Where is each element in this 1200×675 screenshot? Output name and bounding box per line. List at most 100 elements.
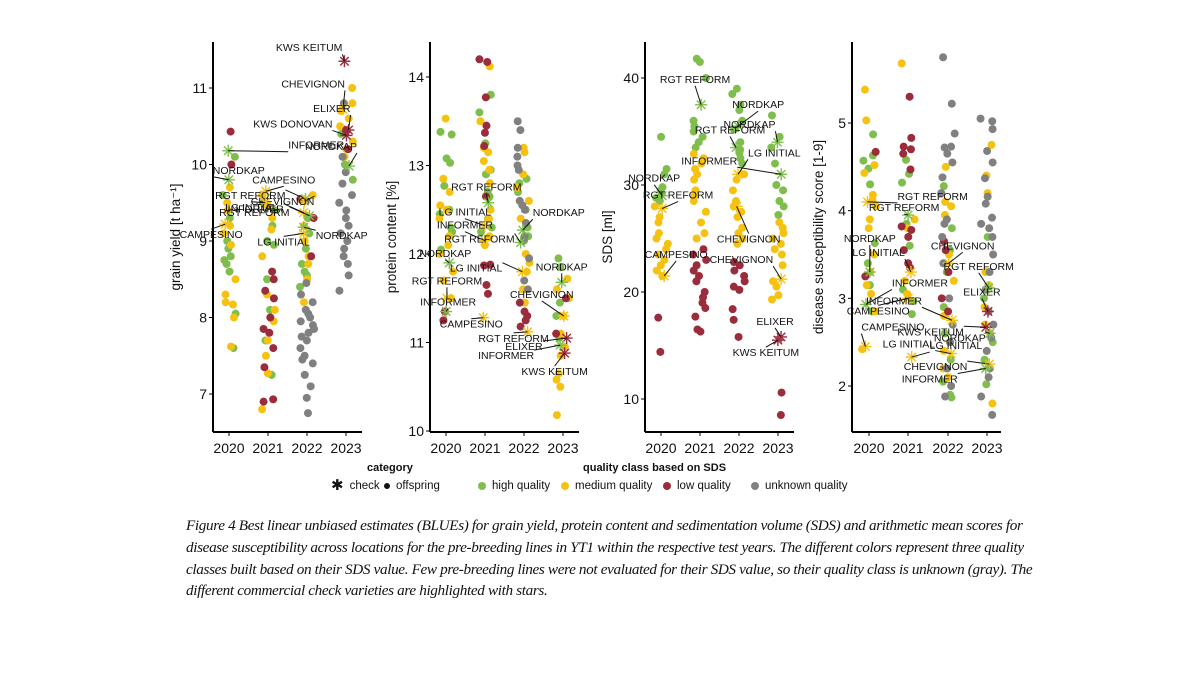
legend-item-check: ✱ check [331,478,380,493]
data-point [988,213,997,222]
data-point [341,168,350,177]
check-label-leader [265,185,284,192]
data-point [477,227,486,236]
check-label: INFORMER [866,295,922,307]
data-point [296,317,305,326]
check-label: KWS KEITUM [276,42,343,54]
y-tick-label: 7 [199,386,207,402]
data-point [907,225,916,234]
data-point [697,218,706,227]
data-point [945,294,954,303]
y-tick-label: 12 [408,246,424,262]
data-point [269,344,278,353]
data-point [484,148,493,157]
check-label-leader [289,206,310,217]
check-label-leader [653,184,663,196]
check-label: CHEVIGNON [251,196,315,208]
data-point [344,221,353,230]
check-label: NORDKAP [419,248,471,260]
data-point [297,259,306,268]
data-point [270,206,279,215]
data-point [516,214,525,223]
data-point [987,140,996,149]
y-tick-label: 13 [408,158,424,174]
y-tick-label: 3 [838,290,846,306]
data-point [485,165,494,174]
data-point [988,410,997,419]
check-label: CAMPESINO [847,305,910,317]
legend-label: offspring [396,480,440,492]
data-point [940,329,949,338]
data-point [269,294,278,303]
data-point [728,90,737,99]
data-point [938,232,947,241]
data-point [941,246,950,255]
check-label-leader [444,259,450,264]
data-point [447,130,456,139]
x-tick-label: 2020 [853,440,884,456]
legend-item-medium-quality: medium quality [561,480,652,492]
data-point [937,294,946,303]
check-label: NORDKAP [934,332,986,344]
check-label-leader [210,223,226,230]
data-point [988,125,997,134]
data-point [263,369,272,378]
data-point [947,224,956,233]
y-tick-label: 14 [408,69,424,85]
data-point [981,199,990,208]
data-point [221,298,230,307]
data-point [308,298,317,307]
check-label: NORDKAP [316,230,368,242]
check-label: RGT REFORM [412,275,482,287]
legend-label: check [349,480,380,492]
legend-quality-title: quality class based on SDS [583,462,727,474]
data-point [308,191,317,200]
data-point [563,274,572,283]
data-point [733,239,742,248]
data-point [556,263,565,272]
x-tick-label: 2021 [469,440,500,456]
data-point [258,252,267,261]
data-point [907,310,916,319]
data-point [768,234,777,243]
check-label-leader [541,300,565,317]
data-point [266,313,275,322]
legend-label: unknown quality [765,480,848,492]
data-point [906,145,915,154]
check-label-leader [341,54,345,62]
check-label: INFORMER [437,220,493,232]
data-point [261,351,270,360]
data-point [980,174,989,183]
data-point [738,116,747,125]
data-point [304,328,313,337]
data-point [439,316,448,325]
low-quality-dot-icon [663,481,671,490]
check-label: LG INITIAL [748,147,801,159]
data-point [265,328,274,337]
data-point [521,316,530,325]
data-point [516,322,525,331]
check-label: RGT REFORM [215,190,285,202]
data-point [231,275,240,284]
data-point [774,291,783,300]
data-point [448,267,457,276]
data-point [869,130,878,139]
data-point [348,175,357,184]
data-point [695,57,704,66]
check-label: CHEVIGNON [281,78,345,90]
data-point [302,336,311,345]
check-label: INFORMER [902,373,958,385]
medium-quality-dot-icon [561,481,569,490]
data-point [515,298,524,307]
data-point [514,165,523,174]
data-point [738,234,747,243]
check-label-leader [765,339,779,348]
data-point [302,393,311,402]
data-point [229,313,238,322]
check-label-leader [737,110,759,127]
data-point [218,191,227,200]
data-point [561,294,570,303]
data-point [520,148,529,157]
data-point [691,143,700,152]
data-point [905,92,914,101]
